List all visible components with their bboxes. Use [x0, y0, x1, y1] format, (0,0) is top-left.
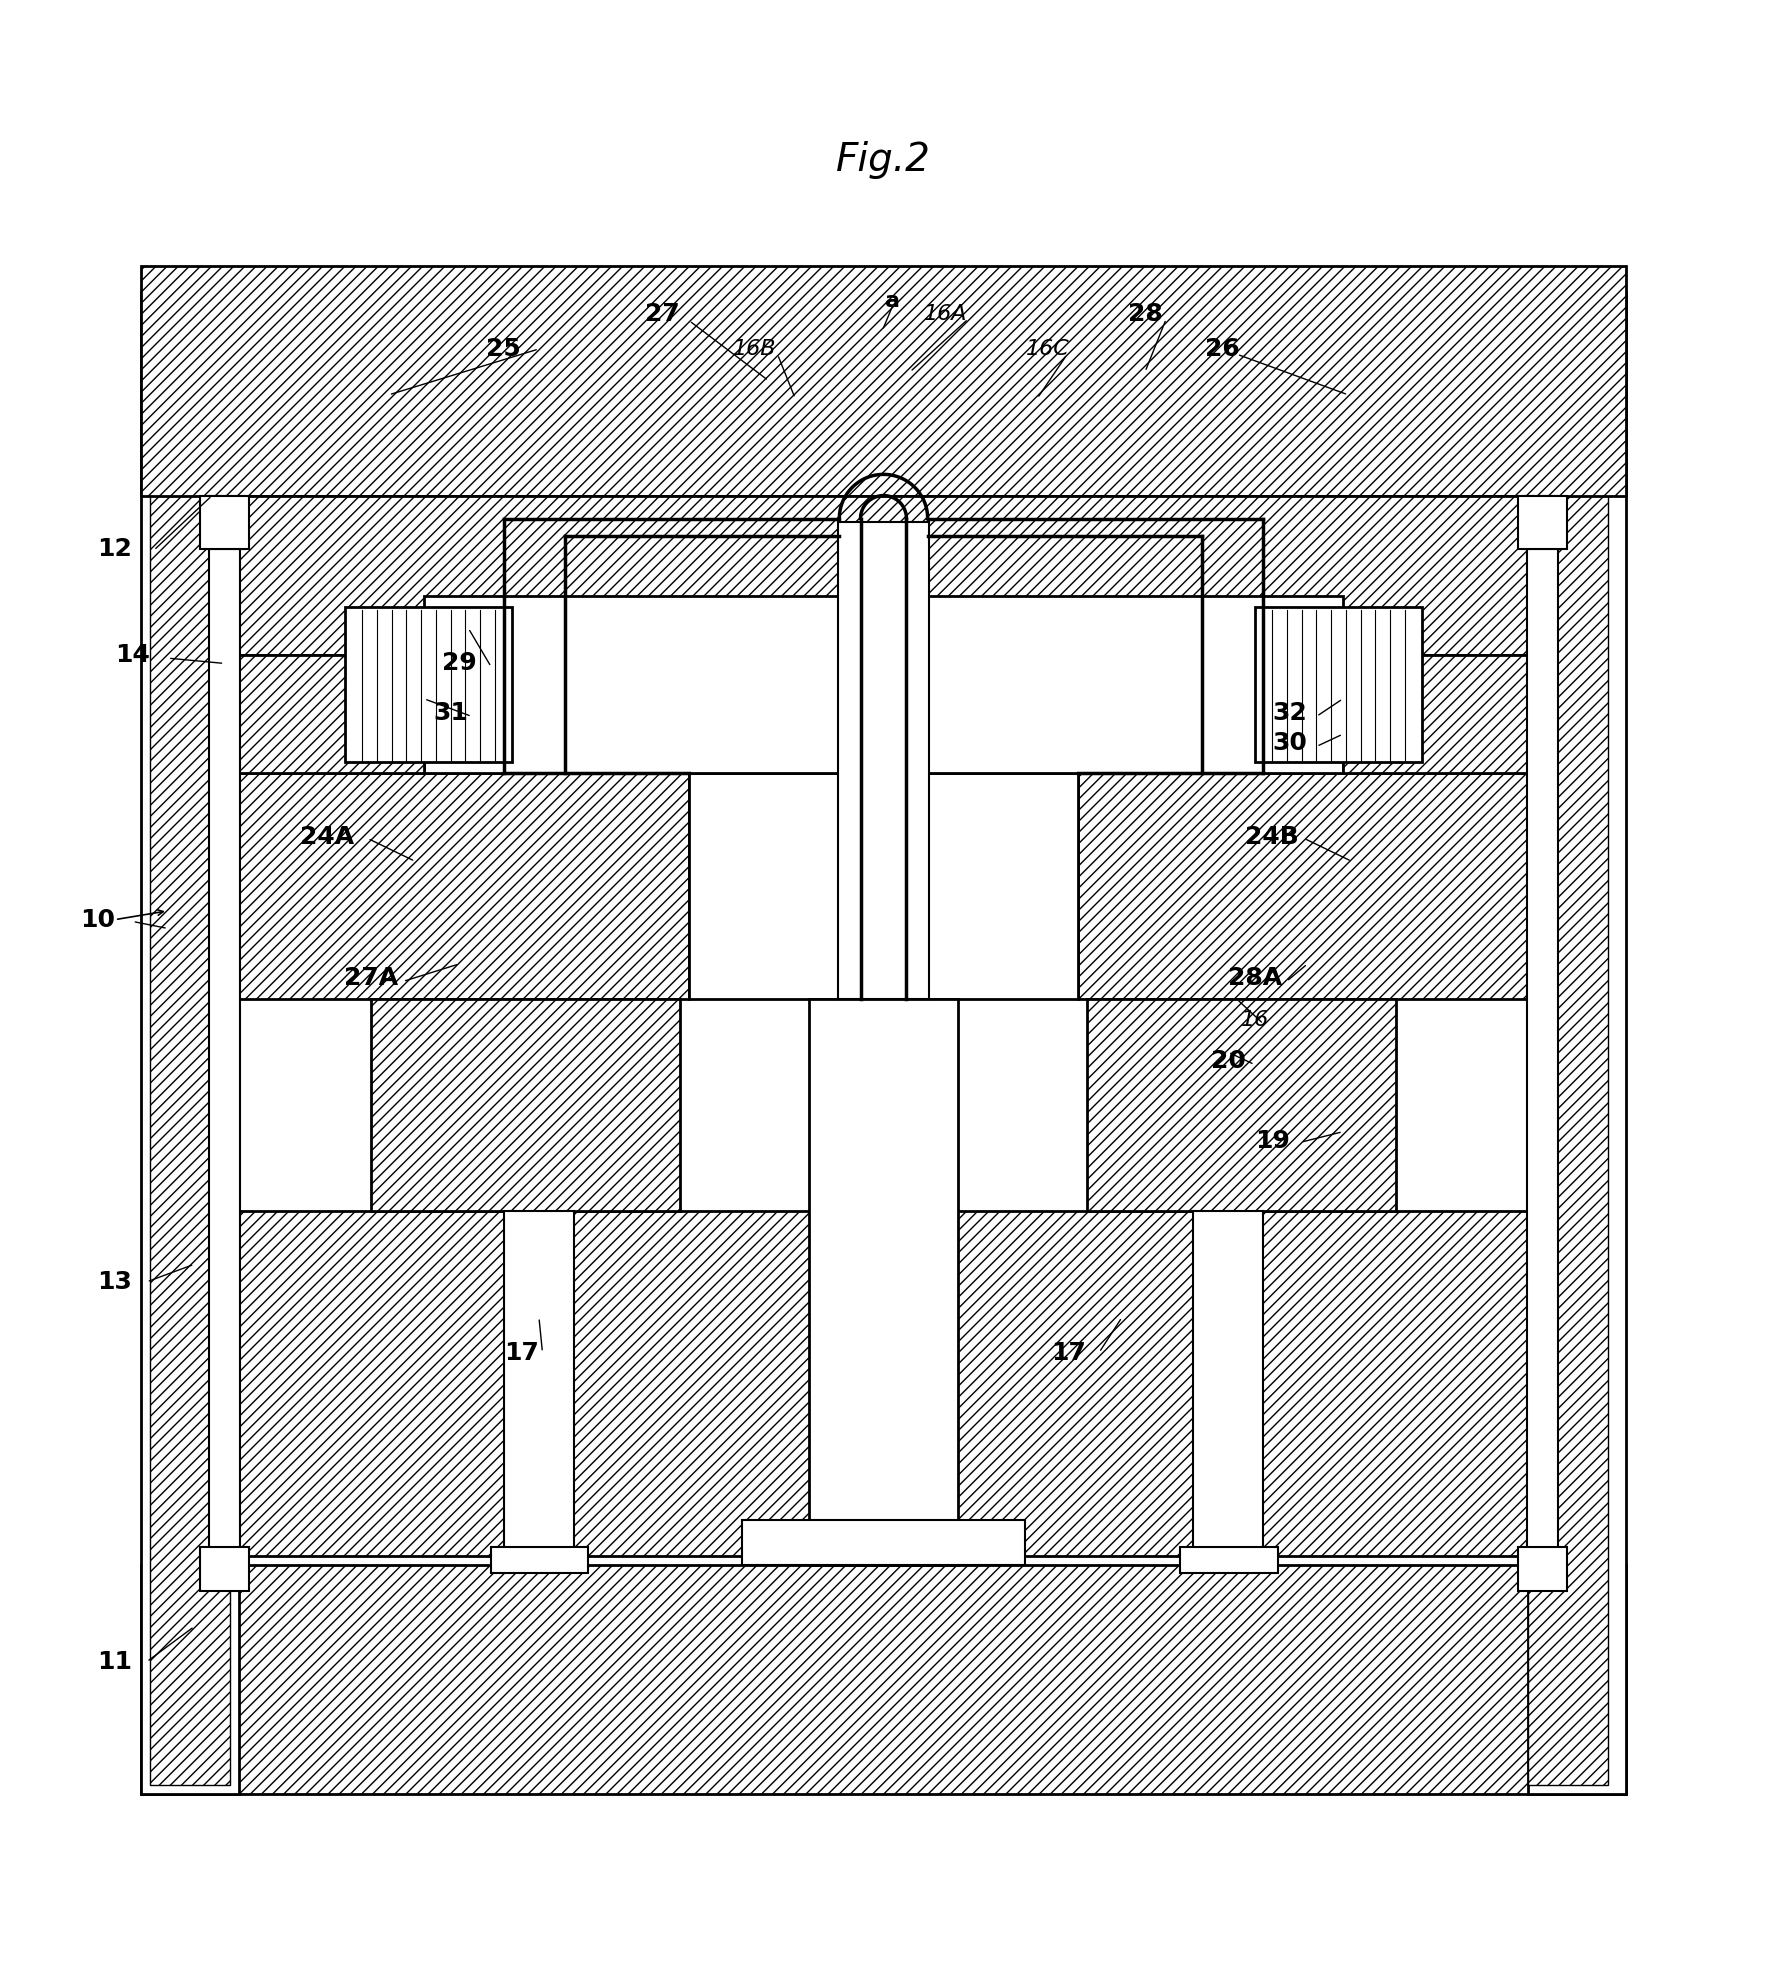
Text: 32: 32 — [1272, 701, 1308, 724]
Text: 10: 10 — [80, 907, 115, 932]
Text: 14: 14 — [115, 642, 150, 667]
Bar — [809, 999, 958, 1565]
Bar — [1343, 654, 1528, 773]
Text: 27: 27 — [645, 302, 680, 326]
Text: 29: 29 — [442, 652, 477, 675]
Bar — [1193, 1211, 1263, 1565]
Bar — [150, 300, 230, 1786]
Bar — [345, 607, 512, 762]
Text: 20: 20 — [1210, 1048, 1246, 1074]
Bar — [1255, 607, 1422, 762]
Bar — [141, 265, 1626, 495]
Bar — [1518, 1547, 1567, 1592]
Bar — [1527, 548, 1558, 1557]
Text: 16A: 16A — [924, 304, 967, 324]
Bar — [838, 522, 929, 999]
Text: 13: 13 — [97, 1270, 133, 1294]
Bar — [1523, 495, 1558, 548]
Text: 24A: 24A — [300, 824, 353, 848]
Text: 17: 17 — [1051, 1341, 1087, 1364]
Text: 28: 28 — [1127, 302, 1163, 326]
Text: 19: 19 — [1255, 1129, 1290, 1152]
Text: 25: 25 — [486, 338, 521, 361]
Bar — [239, 495, 1528, 654]
Bar — [504, 1211, 574, 1565]
Text: 26: 26 — [1205, 338, 1240, 361]
Text: a: a — [885, 291, 899, 312]
Text: 31: 31 — [433, 701, 468, 724]
Bar — [371, 999, 680, 1211]
Bar — [491, 1547, 588, 1574]
Bar — [239, 654, 424, 773]
Text: Fig.2: Fig.2 — [836, 141, 931, 179]
Text: 28A: 28A — [1228, 966, 1281, 989]
Bar — [200, 1547, 249, 1592]
Bar — [1180, 1547, 1278, 1574]
Bar — [141, 292, 239, 1794]
Bar — [239, 1211, 1528, 1557]
Bar — [141, 1565, 1626, 1794]
Bar — [1518, 495, 1567, 548]
Bar — [239, 773, 689, 999]
Text: 24B: 24B — [1246, 824, 1299, 848]
Text: 16C: 16C — [1027, 340, 1069, 359]
Bar — [1528, 292, 1626, 1794]
Bar — [689, 773, 1078, 999]
Text: 16: 16 — [1240, 1011, 1269, 1031]
Bar — [424, 597, 1343, 773]
Bar — [209, 548, 240, 1557]
Text: 30: 30 — [1272, 730, 1308, 756]
Bar — [1087, 999, 1396, 1211]
Bar — [209, 495, 244, 548]
Text: 12: 12 — [97, 536, 133, 561]
Text: 27A: 27A — [345, 966, 398, 989]
Text: 16B: 16B — [733, 340, 776, 359]
Bar — [1528, 300, 1608, 1786]
Bar — [742, 1521, 1025, 1565]
Bar — [200, 495, 249, 548]
Text: 17: 17 — [504, 1341, 539, 1364]
Bar — [1078, 773, 1528, 999]
Text: 11: 11 — [97, 1649, 133, 1674]
